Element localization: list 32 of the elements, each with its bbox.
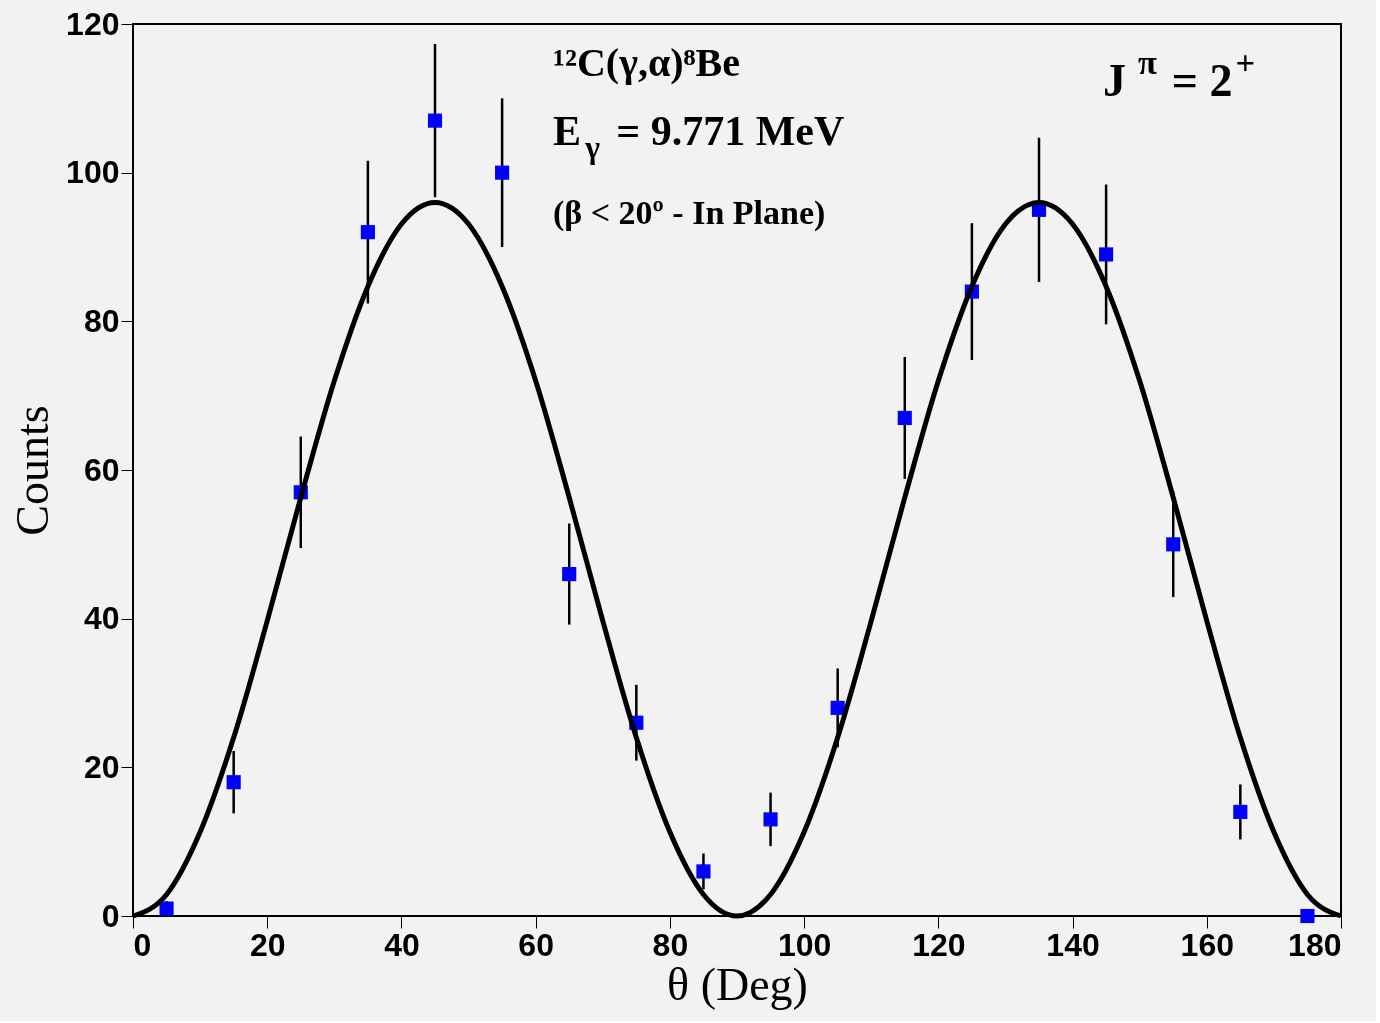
point [830,700,845,715]
x-tick-label: 160 [1180,926,1234,963]
point [1099,247,1114,262]
point [360,225,375,240]
x-tick-label: 60 [518,926,554,963]
y-tick-label: 20 [83,748,120,785]
y-axis-title: Counts [7,405,59,536]
y-tick-label: 0 [101,897,120,934]
annotation: ¹²C(γ,α)⁸Be [553,40,740,85]
point [1166,537,1181,552]
point [562,567,577,582]
point [1233,804,1248,819]
y-tick-label: 100 [66,154,120,191]
point [763,812,778,827]
y-tick-label: 40 [83,600,120,637]
x-tick-label: 40 [384,926,420,963]
x-tick-label: 0 [133,926,152,963]
x-tick-label: 20 [249,926,286,963]
point [1300,908,1315,924]
x-tick-label: 140 [1046,926,1100,963]
x-tick-label: 180 [1288,926,1342,963]
point [226,775,241,790]
point [897,410,912,426]
y-tick-label: 60 [83,451,120,488]
x-tick-label: 120 [912,926,966,963]
point [696,864,711,879]
annotation: (β < 20º - In Plane) [553,194,826,232]
y-tick-label: 120 [66,5,120,42]
point [159,901,174,916]
y-tick-label: 80 [83,302,120,339]
point [495,165,510,180]
point [427,113,443,128]
